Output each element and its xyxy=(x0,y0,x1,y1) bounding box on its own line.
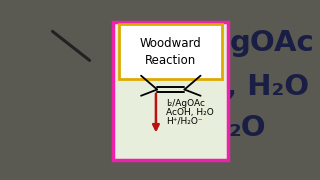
Text: Woodward
Reaction: Woodward Reaction xyxy=(140,37,202,67)
Text: gOAc: gOAc xyxy=(230,28,315,57)
FancyBboxPatch shape xyxy=(113,22,228,160)
Text: AcOH, H₂O: AcOH, H₂O xyxy=(166,108,214,117)
Text: H⁺/H₂O⁻: H⁺/H₂O⁻ xyxy=(166,117,203,126)
FancyBboxPatch shape xyxy=(119,24,222,79)
Text: ₂O: ₂O xyxy=(229,114,267,142)
Text: , H₂O: , H₂O xyxy=(226,73,308,101)
Text: I₂/AgOAc: I₂/AgOAc xyxy=(166,99,205,108)
